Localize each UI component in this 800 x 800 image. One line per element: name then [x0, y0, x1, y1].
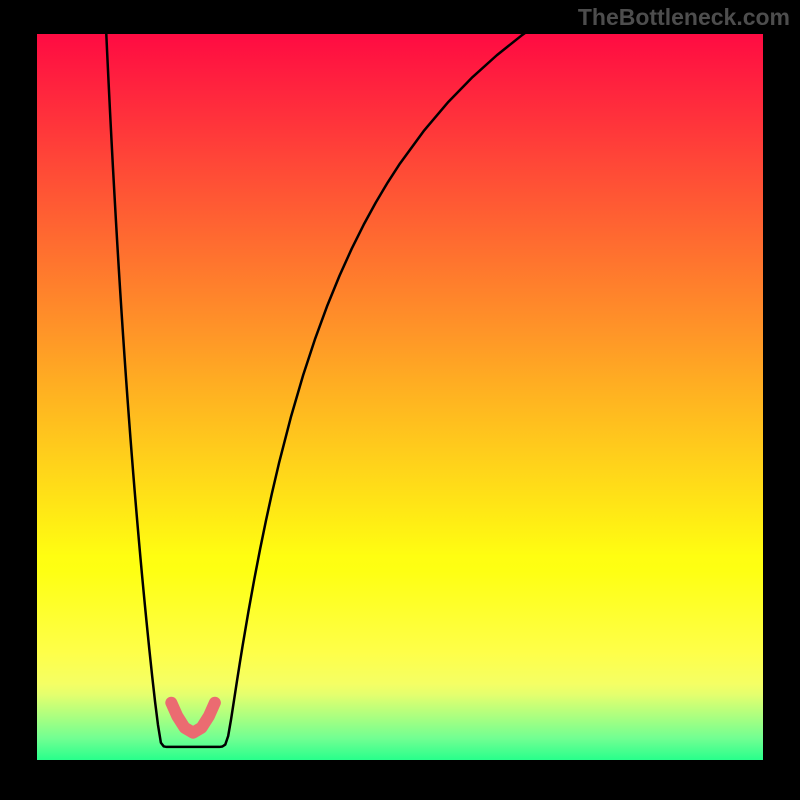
plot-area	[37, 34, 763, 760]
attribution-label: TheBottleneck.com	[578, 4, 790, 31]
curve-layer	[37, 34, 763, 760]
chart-container: TheBottleneck.com	[0, 0, 800, 800]
optimum-marker	[171, 703, 215, 733]
bottleneck-curve	[106, 0, 763, 747]
